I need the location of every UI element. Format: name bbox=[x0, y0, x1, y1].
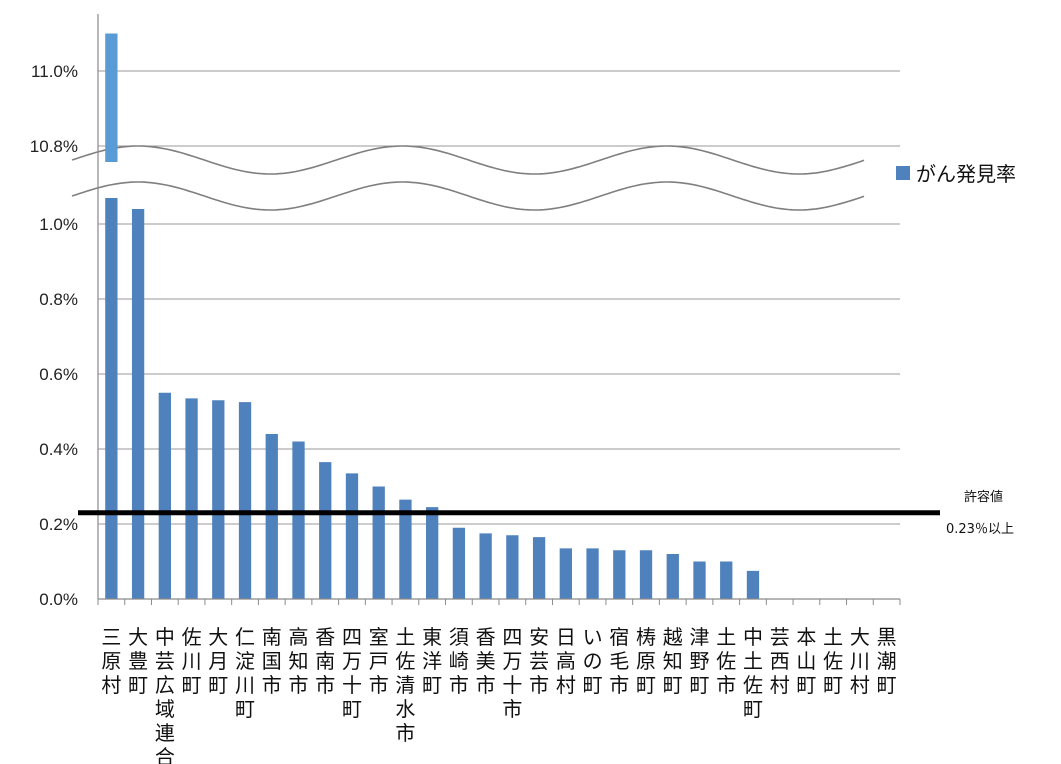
bar bbox=[185, 398, 198, 599]
y-tick-label: 0.6% bbox=[39, 365, 78, 384]
category-label: 高知市 bbox=[289, 625, 309, 697]
threshold: 許容値 0.23％以上 bbox=[78, 489, 1014, 537]
y-tick-label: 0.0% bbox=[39, 590, 78, 609]
category-labels: 三原村大豊町中芸広域連合佐川町大月町仁淀川町南国市高知市香南市四万十町室戸市土佐… bbox=[101, 625, 896, 764]
y-tick-labels: 0.0% 0.2% 0.4% 0.6% 0.8% 1.0% 10.8% 11.0% bbox=[30, 62, 78, 609]
category-label: 四万十市 bbox=[502, 625, 522, 721]
category-label: 大川村 bbox=[850, 625, 870, 697]
y-tick-label: 0.4% bbox=[39, 440, 78, 459]
category-label: いの町 bbox=[583, 625, 603, 697]
category-label: 四万十町 bbox=[342, 625, 362, 721]
bar bbox=[746, 570, 760, 599]
bar bbox=[292, 441, 305, 599]
bar bbox=[265, 434, 278, 599]
bar bbox=[532, 537, 546, 599]
axes bbox=[97, 14, 901, 605]
legend: がん発見率 bbox=[896, 162, 1016, 186]
category-label: 大豊町 bbox=[128, 625, 148, 697]
category-label: 土佐市 bbox=[716, 625, 736, 697]
bar bbox=[613, 550, 626, 599]
category-label: 香美市 bbox=[476, 625, 496, 697]
bar bbox=[666, 554, 679, 599]
category-label: 黒潮町 bbox=[877, 625, 897, 697]
bar bbox=[559, 548, 572, 599]
break-band bbox=[72, 146, 864, 210]
category-label: 梼原町 bbox=[636, 625, 656, 697]
bar bbox=[720, 561, 733, 599]
axis-break bbox=[71, 145, 865, 211]
category-label: 佐川町 bbox=[182, 625, 202, 697]
category-label: 安芸市 bbox=[529, 625, 549, 697]
category-label: 日高村 bbox=[556, 625, 576, 697]
category-label: 仁淀川町 bbox=[235, 625, 255, 721]
category-label: 越知町 bbox=[663, 625, 683, 697]
bar bbox=[158, 392, 171, 599]
bar bbox=[479, 533, 492, 599]
y-tick-label: 0.8% bbox=[39, 290, 78, 309]
category-label: 南国市 bbox=[262, 625, 282, 697]
bar-upper-segment bbox=[105, 33, 118, 162]
y-tick-label: 10.8% bbox=[30, 137, 78, 156]
category-label: 三原村 bbox=[101, 625, 121, 697]
category-label: 本山町 bbox=[796, 625, 816, 697]
bar bbox=[452, 527, 466, 599]
bar bbox=[426, 507, 439, 599]
category-label: 土佐清水市 bbox=[395, 625, 415, 745]
category-label: 宿毛市 bbox=[609, 625, 629, 697]
y-tick-label: 1.0% bbox=[39, 215, 78, 234]
break-line-lower bbox=[71, 181, 865, 211]
bar bbox=[639, 550, 653, 599]
category-label: 中芸広域連合 bbox=[155, 625, 175, 764]
legend-swatch bbox=[896, 166, 910, 180]
category-label: 須崎市 bbox=[449, 625, 469, 697]
category-label: 東洋町 bbox=[422, 625, 442, 697]
bar bbox=[372, 486, 385, 599]
bar bbox=[105, 198, 118, 599]
category-label: 室戸市 bbox=[369, 625, 389, 697]
category-label: 大月町 bbox=[208, 625, 228, 697]
threshold-label-2: 0.23％以上 bbox=[946, 522, 1014, 537]
bar bbox=[212, 400, 225, 599]
gridlines bbox=[98, 70, 900, 525]
category-label: 香南市 bbox=[315, 625, 335, 697]
bar bbox=[586, 548, 599, 599]
category-label: 津野町 bbox=[690, 625, 710, 697]
category-label: 中土佐町 bbox=[743, 625, 763, 721]
bars bbox=[105, 33, 760, 599]
y-tick-label: 0.2% bbox=[39, 515, 78, 534]
bar bbox=[693, 561, 706, 599]
y-tick-label: 11.0% bbox=[31, 62, 78, 81]
legend-label: がん発見率 bbox=[916, 162, 1016, 186]
threshold-label-1: 許容値 bbox=[964, 489, 1003, 505]
bar bbox=[131, 209, 145, 599]
bar bbox=[345, 473, 359, 599]
bar bbox=[319, 462, 332, 599]
bar bbox=[399, 499, 412, 599]
bar bbox=[506, 535, 519, 599]
break-line-upper bbox=[71, 145, 865, 175]
category-label: 土佐町 bbox=[823, 625, 843, 697]
bar bbox=[238, 402, 252, 599]
category-label: 芸西村 bbox=[770, 625, 790, 697]
